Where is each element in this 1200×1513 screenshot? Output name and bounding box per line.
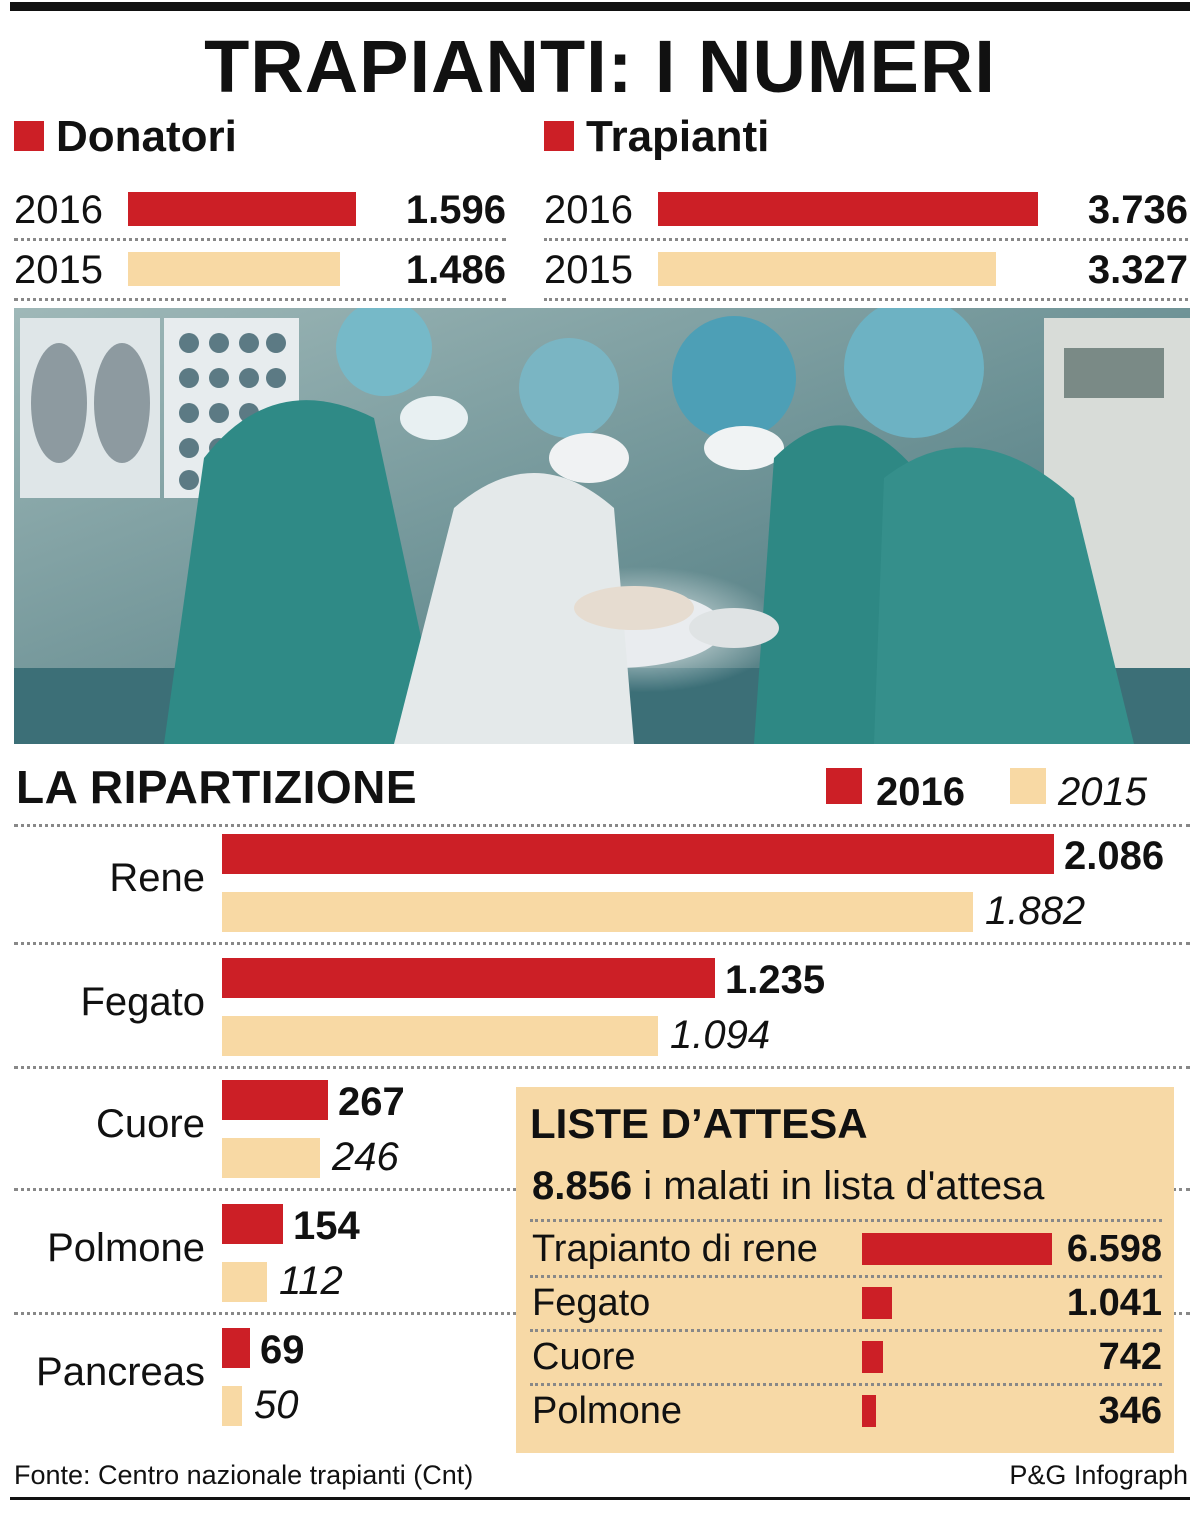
- liste-label: Trapianto di rene: [532, 1228, 818, 1270]
- ripartizione-bar-2016-polmone: [222, 1204, 283, 1244]
- ripartizione-bar-2015-polmone: [222, 1262, 267, 1302]
- credit-note: P&G Infograph: [1009, 1460, 1188, 1490]
- ripartizione-value-2015-rene: 1.882: [985, 889, 1086, 933]
- ripartizione-bar-2015-pancreas: [222, 1386, 242, 1426]
- donatori-heading-text: Donatori: [56, 112, 237, 161]
- trapianti-bar-2016: [658, 192, 1038, 226]
- donatori-heading: Donatori: [14, 112, 237, 162]
- liste-value: 346: [1098, 1390, 1162, 1432]
- trapianti-year-2015: 2015: [544, 248, 633, 292]
- donatori-square-icon: [14, 121, 44, 151]
- liste-divider: [530, 1383, 1162, 1386]
- trapianti-divider: [544, 298, 1188, 301]
- ripartizione-value-2015-cuore: 246: [332, 1135, 399, 1179]
- liste-bar: [862, 1233, 1052, 1265]
- ripartizione-bar-2015-rene: [222, 892, 973, 932]
- legend-2015-swatch: [1010, 768, 1046, 804]
- ripartizione-value-2016-polmone: 154: [293, 1204, 360, 1248]
- ripartizione-label-rene: Rene: [109, 856, 205, 900]
- liste-attesa-total-value: 8.856: [532, 1164, 633, 1208]
- liste-bar: [862, 1395, 876, 1427]
- trapianti-heading-text: Trapianti: [586, 112, 770, 161]
- liste-label: Fegato: [532, 1282, 651, 1324]
- ripartizione-title: LA RIPARTIZIONE: [16, 761, 418, 813]
- surgery-photo: [14, 308, 1190, 744]
- ripartizione-value-2016-cuore: 267: [338, 1080, 405, 1124]
- ripartizione-bar-2016-cuore: [222, 1080, 328, 1120]
- ripartizione-bar-2016-pancreas: [222, 1328, 250, 1368]
- liste-label: Cuore: [532, 1336, 636, 1378]
- donatori-year-2016: 2016: [14, 188, 103, 232]
- ripartizione-divider: [14, 1066, 1190, 1069]
- liste-divider: [530, 1329, 1162, 1332]
- liste-divider: [530, 1219, 1162, 1222]
- donatori-value-2015: 1.486: [405, 248, 506, 292]
- ripartizione-value-2015-pancreas: 50: [254, 1383, 299, 1427]
- liste-attesa-box: LISTE D’ATTESA 8.856 i malati in lista d…: [516, 1087, 1174, 1453]
- page-title: TRAPIANTI: I NUMERI: [204, 25, 996, 108]
- liste-bar: [862, 1287, 892, 1319]
- donatori-divider: [14, 238, 506, 241]
- trapianti-heading: Trapianti: [544, 112, 769, 162]
- ripartizione-value-2015-fegato: 1.094: [670, 1013, 771, 1057]
- ripartizione-bar-2016-fegato: [222, 958, 715, 998]
- ripartizione-top-divider: [14, 824, 1190, 827]
- donatori-value-2016: 1.596: [405, 188, 506, 232]
- ripartizione-label-cuore: Cuore: [96, 1102, 205, 1146]
- ripartizione-value-2015-polmone: 112: [279, 1259, 343, 1303]
- ripartizione-label-pancreas: Pancreas: [36, 1350, 205, 1394]
- liste-attesa-title: LISTE D’ATTESA: [530, 1100, 868, 1147]
- ripartizione-label-fegato: Fegato: [80, 980, 205, 1024]
- liste-value: 742: [1098, 1336, 1162, 1378]
- donatori-bar-2015: [128, 252, 340, 286]
- liste-divider: [530, 1275, 1162, 1278]
- ripartizione-label-polmone: Polmone: [47, 1226, 205, 1270]
- surgery-photo-icon: [14, 308, 1190, 744]
- liste-value: 6.598: [1066, 1228, 1162, 1270]
- trapianti-square-icon: [544, 121, 574, 151]
- source-note: Fonte: Centro nazionale trapianti (Cnt): [14, 1460, 474, 1490]
- bottom-rule: [10, 1497, 1190, 1500]
- donatori-bar-2016: [128, 192, 356, 226]
- liste-attesa-total-text: i malati in lista d'attesa: [632, 1164, 1045, 1208]
- ripartizione-bar-2015-fegato: [222, 1016, 658, 1056]
- liste-label: Polmone: [532, 1390, 682, 1432]
- ripartizione-value-2016-rene: 2.086: [1064, 834, 1165, 878]
- ripartizione-divider: [14, 942, 1190, 945]
- donatori-divider: [14, 298, 506, 301]
- trapianti-value-2016: 3.736: [1087, 188, 1188, 232]
- trapianti-divider: [544, 238, 1188, 241]
- legend-2016-label: 2016: [876, 770, 965, 814]
- legend-2016-swatch: [826, 768, 862, 804]
- trapianti-year-2016: 2016: [544, 188, 633, 232]
- liste-value: 1.041: [1066, 1282, 1162, 1324]
- donatori-year-2015: 2015: [14, 248, 103, 292]
- ripartizione-value-2016-fegato: 1.235: [725, 958, 826, 1002]
- top-rule: [10, 2, 1190, 11]
- trapianti-value-2015: 3.327: [1087, 248, 1188, 292]
- legend-2015-label: 2015: [1058, 770, 1147, 814]
- liste-bar: [862, 1341, 883, 1373]
- trapianti-bar-2015: [658, 252, 996, 286]
- ripartizione-bar-2015-cuore: [222, 1138, 320, 1178]
- ripartizione-bar-2016-rene: [222, 834, 1054, 874]
- ripartizione-value-2016-pancreas: 69: [260, 1328, 305, 1372]
- liste-attesa-total: 8.856 i malati in lista d'attesa: [532, 1163, 1044, 1209]
